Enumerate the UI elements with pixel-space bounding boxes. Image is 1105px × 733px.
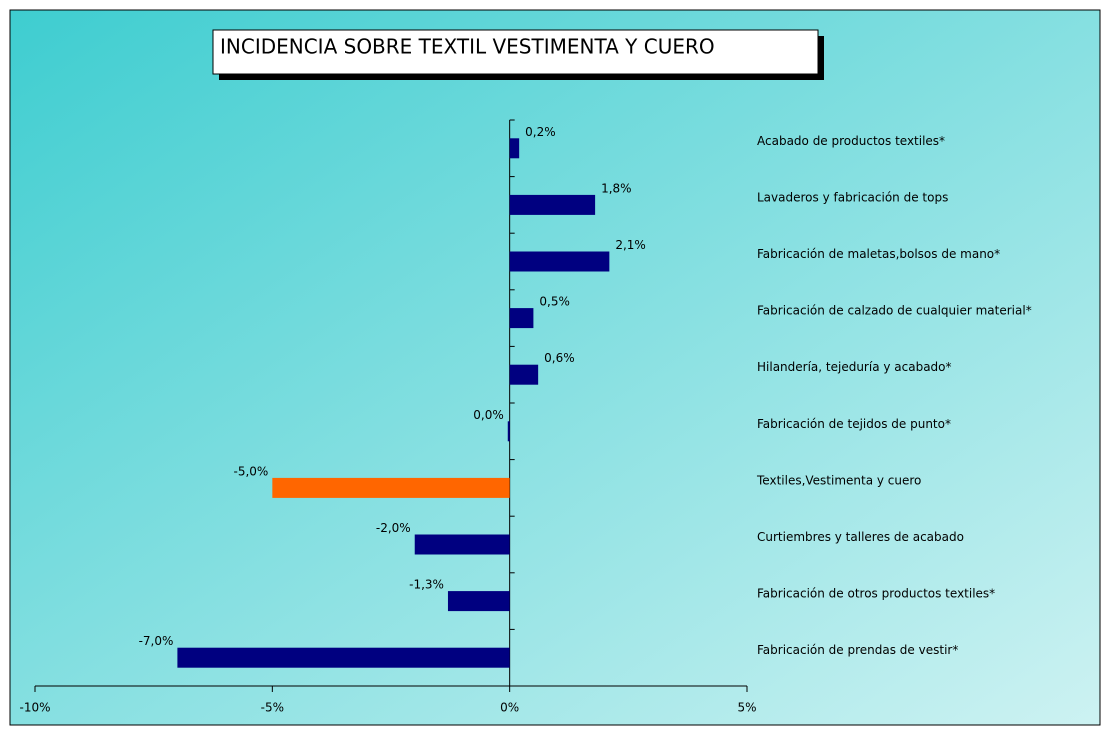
data-label: -7,0% xyxy=(139,634,174,648)
x-tick-label: -10% xyxy=(19,701,50,715)
category-label: Lavaderos y fabricación de tops xyxy=(757,190,948,204)
category-label: Fabricación de tejidos de punto* xyxy=(757,417,951,431)
data-label: 0,0% xyxy=(473,408,504,422)
bar xyxy=(507,421,510,442)
bar xyxy=(509,251,610,272)
x-tick-label: 5% xyxy=(737,701,756,715)
chart-background xyxy=(9,9,1101,726)
data-label: -1,3% xyxy=(409,578,444,592)
data-label: 2,1% xyxy=(615,238,646,252)
bar xyxy=(414,534,510,555)
data-label: -2,0% xyxy=(376,521,411,535)
category-label: Curtiembres y talleres de acabado xyxy=(757,530,964,544)
x-tick-label: 0% xyxy=(500,701,519,715)
bar xyxy=(447,591,510,612)
data-label: 0,5% xyxy=(539,295,570,309)
bar xyxy=(177,647,510,668)
x-tick-label: -5% xyxy=(261,701,284,715)
bar xyxy=(509,194,596,215)
data-label: 0,6% xyxy=(544,351,575,365)
bar xyxy=(509,308,534,329)
category-label: Hilandería, tejeduría y acabado* xyxy=(757,360,952,374)
category-label: Textiles,Vestimenta y cuero xyxy=(756,473,921,487)
title-box xyxy=(212,29,819,75)
data-label: -5,0% xyxy=(234,464,269,478)
category-label: Fabricación de otros productos textiles* xyxy=(757,587,995,601)
category-label: Fabricación de calzado de cualquier mate… xyxy=(757,304,1032,318)
bar xyxy=(272,477,510,498)
chart-title: INCIDENCIA SOBRE TEXTIL VESTIMENTA Y CUE… xyxy=(220,35,715,59)
category-label: Fabricación de maletas,bolsos de mano* xyxy=(757,247,1000,261)
category-label: Fabricación de prendas de vestir* xyxy=(757,643,958,657)
bar xyxy=(509,138,520,159)
category-label: Acabado de productos textiles* xyxy=(757,134,945,148)
bar xyxy=(509,364,539,385)
data-label: 1,8% xyxy=(601,181,632,195)
data-label: 0,2% xyxy=(525,125,556,139)
